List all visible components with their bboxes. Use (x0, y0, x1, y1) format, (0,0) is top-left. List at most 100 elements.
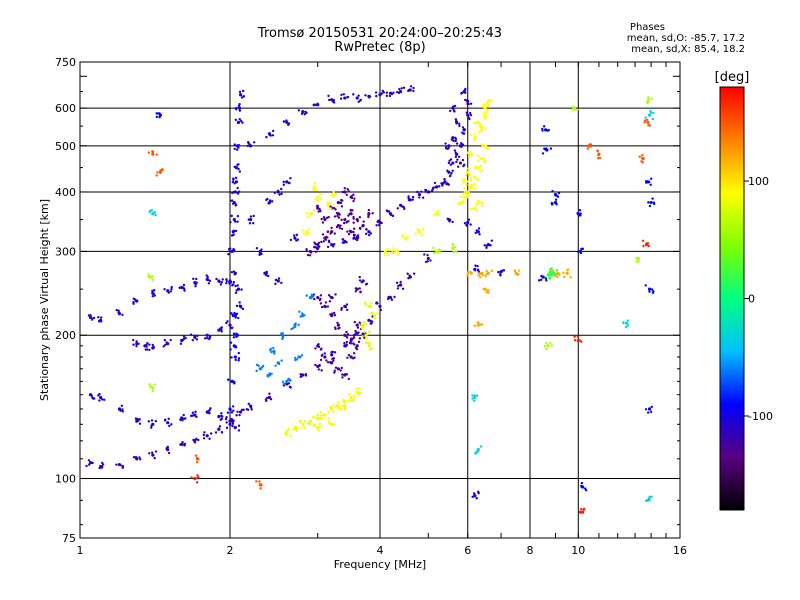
data-point (236, 163, 239, 167)
data-point (233, 426, 237, 430)
data-point (313, 297, 316, 301)
data-point (572, 108, 575, 112)
data-point (289, 434, 292, 437)
data-point (234, 358, 237, 362)
data-point (371, 211, 374, 215)
data-point (151, 343, 154, 347)
data-point (90, 394, 94, 397)
data-point (476, 264, 479, 268)
data-point (234, 108, 238, 111)
data-point (539, 278, 543, 282)
data-point (446, 169, 449, 172)
data-point (341, 404, 344, 407)
data-point (229, 247, 232, 250)
data-point (332, 410, 335, 413)
data-point (393, 295, 396, 299)
data-point (234, 229, 238, 233)
data-point (468, 117, 471, 121)
data-point (387, 249, 391, 252)
data-point (87, 314, 91, 317)
data-point (247, 140, 250, 144)
data-point (234, 118, 238, 122)
data-point (649, 410, 653, 413)
data-point (189, 333, 193, 336)
data-point (473, 494, 477, 498)
x-tick-label: 10 (571, 544, 585, 557)
data-point (308, 228, 311, 231)
data-point (357, 94, 360, 97)
data-point (379, 308, 383, 312)
data-point (598, 156, 602, 160)
data-point (480, 105, 484, 108)
data-point (351, 399, 354, 403)
data-point (310, 212, 313, 215)
data-point (233, 165, 236, 169)
data-point (241, 307, 245, 311)
data-point (295, 425, 298, 429)
data-point (401, 287, 405, 291)
data-point (236, 214, 240, 218)
data-point (182, 335, 186, 338)
data-point (146, 342, 149, 345)
data-point (280, 281, 283, 285)
data-point (345, 241, 348, 244)
data-point (421, 196, 425, 199)
data-point (163, 338, 166, 342)
data-point (636, 257, 640, 261)
data-point (299, 315, 302, 318)
data-point (148, 209, 152, 213)
data-point (299, 426, 302, 429)
data-point (353, 320, 357, 324)
data-point (376, 302, 379, 305)
data-point (648, 290, 651, 293)
data-point (226, 411, 230, 414)
data-point (306, 253, 310, 257)
data-point (480, 204, 484, 207)
data-point (155, 112, 158, 115)
data-point (477, 178, 480, 181)
data-point (208, 437, 211, 440)
data-point (643, 119, 647, 122)
data-point (345, 330, 348, 334)
data-point (339, 201, 342, 204)
data-point (120, 404, 124, 408)
data-point (231, 405, 235, 408)
data-point (576, 335, 580, 338)
data-point (470, 183, 473, 186)
data-point (237, 429, 241, 432)
data-point (469, 173, 472, 176)
data-point (369, 319, 373, 323)
data-point (390, 298, 394, 301)
data-point (644, 116, 647, 119)
data-point (293, 356, 297, 360)
data-point (219, 283, 223, 286)
data-point (447, 161, 451, 165)
data-point (138, 456, 141, 459)
data-point (365, 337, 368, 340)
data-point (352, 193, 355, 196)
data-point (626, 319, 629, 322)
data-point (230, 214, 233, 218)
data-point (646, 411, 650, 414)
data-point (289, 238, 293, 242)
data-point (237, 104, 241, 108)
data-point (305, 111, 308, 115)
data-point (451, 242, 454, 246)
data-point (195, 481, 199, 484)
data-point (237, 424, 241, 427)
y-tick-label: 600 (55, 102, 76, 115)
data-point (153, 210, 157, 214)
data-point (270, 200, 274, 203)
data-point (154, 213, 157, 217)
data-point (232, 280, 236, 284)
data-point (304, 374, 308, 377)
data-point (428, 190, 431, 194)
data-point (317, 428, 320, 432)
data-point (233, 182, 236, 185)
data-point (343, 405, 346, 409)
data-point (136, 417, 139, 421)
data-point (457, 122, 461, 126)
data-point (358, 287, 361, 290)
data-point (588, 143, 591, 147)
data-point (232, 178, 235, 181)
